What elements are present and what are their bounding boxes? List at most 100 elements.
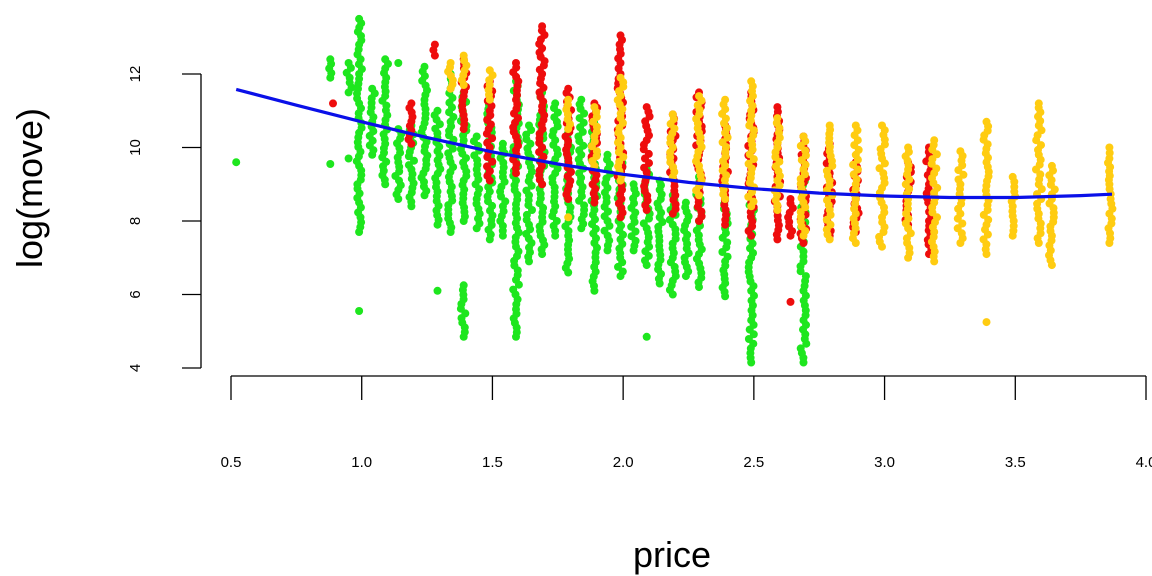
data-point	[418, 67, 427, 76]
data-point	[1105, 185, 1114, 194]
data-point	[354, 45, 363, 54]
data-point	[796, 344, 805, 353]
data-point	[903, 199, 912, 208]
data-point	[593, 243, 601, 252]
data-point	[394, 59, 403, 67]
data-point	[566, 203, 575, 212]
x-tick-label: 2.0	[613, 454, 634, 471]
data-point	[958, 151, 967, 160]
data-point	[823, 196, 831, 205]
data-point	[488, 157, 497, 166]
data-point	[618, 119, 627, 127]
data-point	[826, 152, 835, 161]
data-point	[906, 229, 915, 238]
data-point	[880, 126, 889, 135]
data-point	[681, 203, 690, 212]
data-point	[357, 104, 365, 113]
x-tick-label: 1.5	[482, 454, 503, 471]
data-point	[1010, 177, 1019, 186]
data-point	[796, 262, 805, 271]
data-point	[458, 286, 467, 294]
data-point	[749, 197, 758, 206]
data-point	[384, 59, 392, 68]
data-point	[826, 210, 835, 219]
data-point	[822, 166, 831, 175]
data-point	[512, 63, 521, 72]
data-point	[527, 126, 536, 134]
data-point	[522, 210, 531, 219]
points-layer	[232, 14, 1117, 367]
fit-curve	[235, 87, 1113, 200]
y-tick-label: 10	[127, 139, 144, 156]
data-point	[749, 320, 758, 329]
data-point	[904, 147, 913, 156]
data-point	[630, 218, 639, 226]
data-point	[510, 181, 519, 190]
data-point	[327, 59, 336, 68]
data-point	[346, 63, 355, 72]
data-point	[982, 318, 991, 327]
data-point	[562, 89, 571, 97]
data-point	[644, 107, 653, 116]
series-yellow	[444, 51, 1117, 327]
data-point	[329, 99, 337, 108]
data-point	[619, 78, 628, 87]
data-point	[1034, 214, 1043, 223]
data-point	[747, 111, 756, 120]
data-point	[447, 122, 456, 131]
data-point	[408, 170, 417, 179]
data-point	[669, 115, 678, 124]
data-point	[460, 56, 469, 65]
data-point	[929, 232, 938, 241]
data-point	[656, 251, 665, 260]
y-tick-label: 6	[127, 290, 144, 298]
data-point	[665, 215, 674, 224]
data-point	[771, 148, 780, 157]
data-point	[355, 307, 364, 315]
data-point	[696, 133, 705, 142]
data-point	[524, 196, 533, 205]
data-point	[498, 144, 507, 153]
data-point	[657, 181, 665, 190]
x-tick-label: 0.5	[221, 454, 242, 471]
data-point	[825, 181, 834, 190]
data-point	[928, 174, 936, 183]
x-tick-label: 4.0	[1136, 454, 1152, 471]
data-point	[592, 108, 601, 116]
data-point	[786, 199, 795, 208]
data-point	[514, 280, 523, 289]
data-point	[671, 225, 680, 234]
data-point	[429, 46, 438, 55]
data-point	[723, 133, 732, 142]
x-tick-label: 3.5	[1005, 454, 1026, 471]
data-point	[564, 213, 573, 222]
data-point	[435, 151, 444, 160]
data-point	[600, 226, 609, 235]
data-point	[786, 297, 795, 306]
data-point	[748, 140, 757, 149]
data-point	[746, 173, 755, 182]
data-point	[956, 185, 964, 194]
data-point	[1107, 214, 1116, 223]
data-point	[549, 140, 558, 149]
data-point	[326, 160, 335, 168]
data-point	[470, 151, 479, 160]
data-point	[630, 185, 639, 193]
data-point	[692, 254, 701, 263]
data-point	[953, 214, 962, 223]
data-point	[473, 170, 482, 179]
data-point	[801, 291, 810, 300]
data-point	[853, 126, 862, 135]
data-point	[565, 236, 574, 245]
data-point	[853, 155, 862, 164]
data-point	[232, 158, 241, 167]
data-point	[614, 64, 623, 73]
data-point	[526, 162, 535, 171]
data-point	[563, 100, 572, 109]
data-point	[540, 111, 549, 120]
series-red	[329, 22, 936, 306]
data-point	[486, 111, 495, 120]
data-point	[928, 203, 937, 212]
data-point	[488, 71, 497, 80]
data-point	[430, 111, 439, 120]
